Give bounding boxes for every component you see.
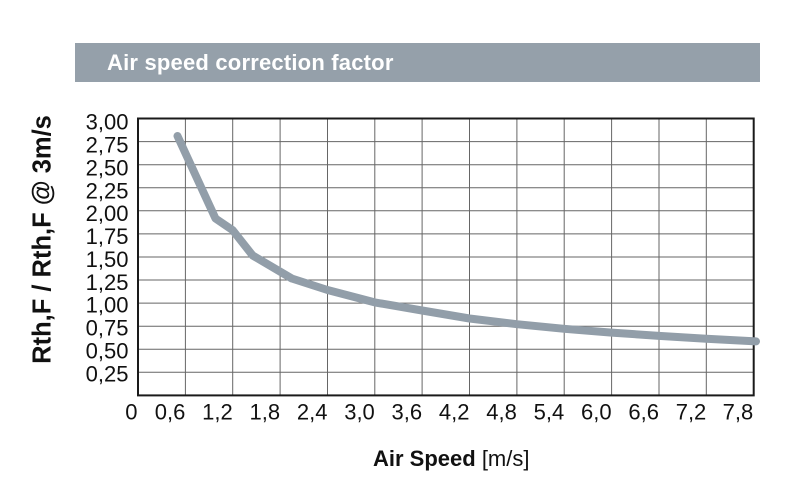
svg-text:1,8: 1,8 xyxy=(250,399,281,424)
svg-text:0: 0 xyxy=(125,399,137,424)
svg-text:2,25: 2,25 xyxy=(86,178,129,203)
svg-text:6,0: 6,0 xyxy=(581,399,612,424)
svg-text:7,2: 7,2 xyxy=(676,399,707,424)
svg-text:Rth,F / Rth,F @ 3m/s: Rth,F / Rth,F @ 3m/s xyxy=(29,115,57,364)
svg-text:3,0: 3,0 xyxy=(344,399,375,424)
svg-text:0,25: 0,25 xyxy=(86,361,129,386)
svg-text:2,4: 2,4 xyxy=(297,399,328,424)
svg-text:0,50: 0,50 xyxy=(86,338,129,363)
svg-text:1,75: 1,75 xyxy=(86,224,129,249)
svg-text:1,00: 1,00 xyxy=(86,293,129,318)
svg-text:1,25: 1,25 xyxy=(86,270,129,295)
svg-text:5,4: 5,4 xyxy=(534,399,565,424)
svg-text:2,00: 2,00 xyxy=(86,201,129,226)
svg-text:0,6: 0,6 xyxy=(155,399,186,424)
svg-text:3,00: 3,00 xyxy=(86,110,129,135)
svg-text:4,8: 4,8 xyxy=(486,399,517,424)
svg-text:2,75: 2,75 xyxy=(86,133,129,158)
svg-text:2,50: 2,50 xyxy=(86,155,129,180)
svg-text:1,50: 1,50 xyxy=(86,247,129,272)
svg-text:1,2: 1,2 xyxy=(202,399,233,424)
svg-text:4,2: 4,2 xyxy=(439,399,470,424)
svg-text:7,8: 7,8 xyxy=(723,399,754,424)
svg-text:Air Speed [m/s]: Air Speed [m/s] xyxy=(373,446,529,471)
svg-text:3,6: 3,6 xyxy=(392,399,423,424)
svg-text:6,6: 6,6 xyxy=(628,399,659,424)
svg-text:0,75: 0,75 xyxy=(86,316,129,341)
